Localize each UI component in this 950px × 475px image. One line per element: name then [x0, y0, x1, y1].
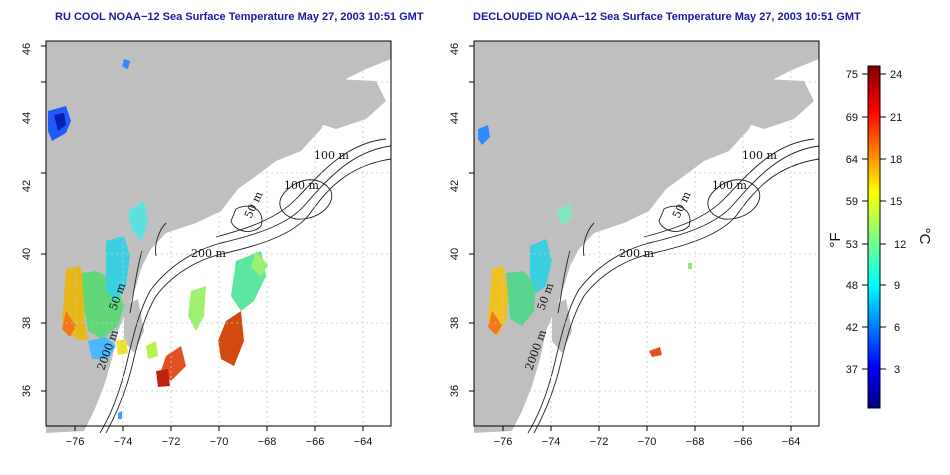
- y-tick-label: 46: [449, 43, 461, 55]
- x-tick-label: −76: [494, 436, 513, 448]
- colorbar-c-label: 24: [890, 69, 902, 81]
- y-tick-label: 40: [21, 248, 33, 260]
- y-tick-label: 46: [21, 43, 33, 55]
- celsius-unit-label: °C: [916, 228, 933, 245]
- colorbar-f-label: 37: [846, 364, 858, 376]
- x-tick-label: −74: [114, 436, 133, 448]
- colorbar-f-label: 48: [846, 280, 858, 292]
- x-tick-label: −72: [162, 436, 181, 448]
- sst-patches: [48, 59, 268, 419]
- contour-label: 200 m: [619, 247, 654, 260]
- y-axis: [469, 45, 474, 392]
- grid-lines: [46, 41, 391, 426]
- x-axis: [74, 426, 364, 431]
- x-tick-label: −72: [590, 436, 609, 448]
- x-tick-label: −70: [210, 436, 229, 448]
- x-tick-label: −66: [734, 436, 753, 448]
- x-tick-label: −76: [66, 436, 85, 448]
- x-tick-label: −70: [638, 436, 657, 448]
- x-axis: [502, 426, 792, 431]
- y-tick-label: 36: [21, 385, 33, 397]
- x-tick-label: −68: [686, 436, 705, 448]
- grid-lines: [474, 41, 819, 426]
- colorbar-f-label: 69: [846, 112, 858, 124]
- contour-label: 100 m: [742, 149, 777, 162]
- colorbar-f-label: 64: [846, 154, 858, 166]
- y-tick-label: 42: [449, 180, 461, 192]
- y-tick-label: 44: [449, 112, 461, 124]
- y-tick-label: 44: [21, 112, 33, 124]
- colorbar-c-label: 9: [894, 280, 900, 292]
- colorbar-c-label: 3: [894, 364, 900, 376]
- fahrenheit-unit-label: °F: [827, 232, 844, 247]
- colorbar-c-label: 15: [890, 196, 902, 208]
- x-tick-label: −66: [306, 436, 325, 448]
- y-tick-label: 38: [21, 317, 33, 329]
- colorbar-gradient: [867, 65, 881, 409]
- y-tick-label: 40: [449, 248, 461, 260]
- colorbar-f-label: 75: [846, 69, 858, 81]
- x-tick-label: −74: [542, 436, 561, 448]
- y-axis: [41, 45, 46, 392]
- colorbar-c-label: 21: [890, 112, 902, 124]
- panel-left-title: RU COOL NOAA−12 Sea Surface Temperature …: [55, 11, 424, 23]
- colorbar-f-label: 42: [846, 322, 858, 334]
- x-tick-label: −64: [782, 436, 801, 448]
- contour-label: 100 m: [284, 179, 319, 192]
- map-panel-right: 100 m 100 m 50 m 200 m 50 m 2000 m −76 −…: [449, 40, 820, 448]
- contour-label: 200 m: [191, 247, 226, 260]
- y-tick-label: 38: [449, 317, 461, 329]
- x-tick-label: −68: [258, 436, 277, 448]
- panel-right-title: DECLOUDED NOAA−12 Sea Surface Temperatur…: [473, 11, 861, 23]
- contour-label: 100 m: [314, 149, 349, 162]
- y-tick-label: 36: [449, 385, 461, 397]
- colorbar-c-label: 12: [894, 239, 906, 251]
- contour-label: 100 m: [712, 179, 747, 192]
- fahrenheit-ticks: [862, 73, 868, 370]
- colorbar: 75 69 64 59 53 48 42 37 24 21 18 15 12 9…: [827, 65, 933, 409]
- colorbar-f-label: 59: [846, 196, 858, 208]
- y-tick-label: 42: [21, 180, 33, 192]
- colorbar-c-label: 18: [890, 154, 902, 166]
- map-panel-left: 100 m 100 m 50 m 200 m 50 m 2000 m −76 −…: [21, 40, 392, 448]
- x-tick-label: −64: [354, 436, 373, 448]
- celsius-ticks: [880, 73, 886, 370]
- colorbar-f-label: 53: [846, 239, 858, 251]
- colorbar-c-label: 6: [894, 322, 900, 334]
